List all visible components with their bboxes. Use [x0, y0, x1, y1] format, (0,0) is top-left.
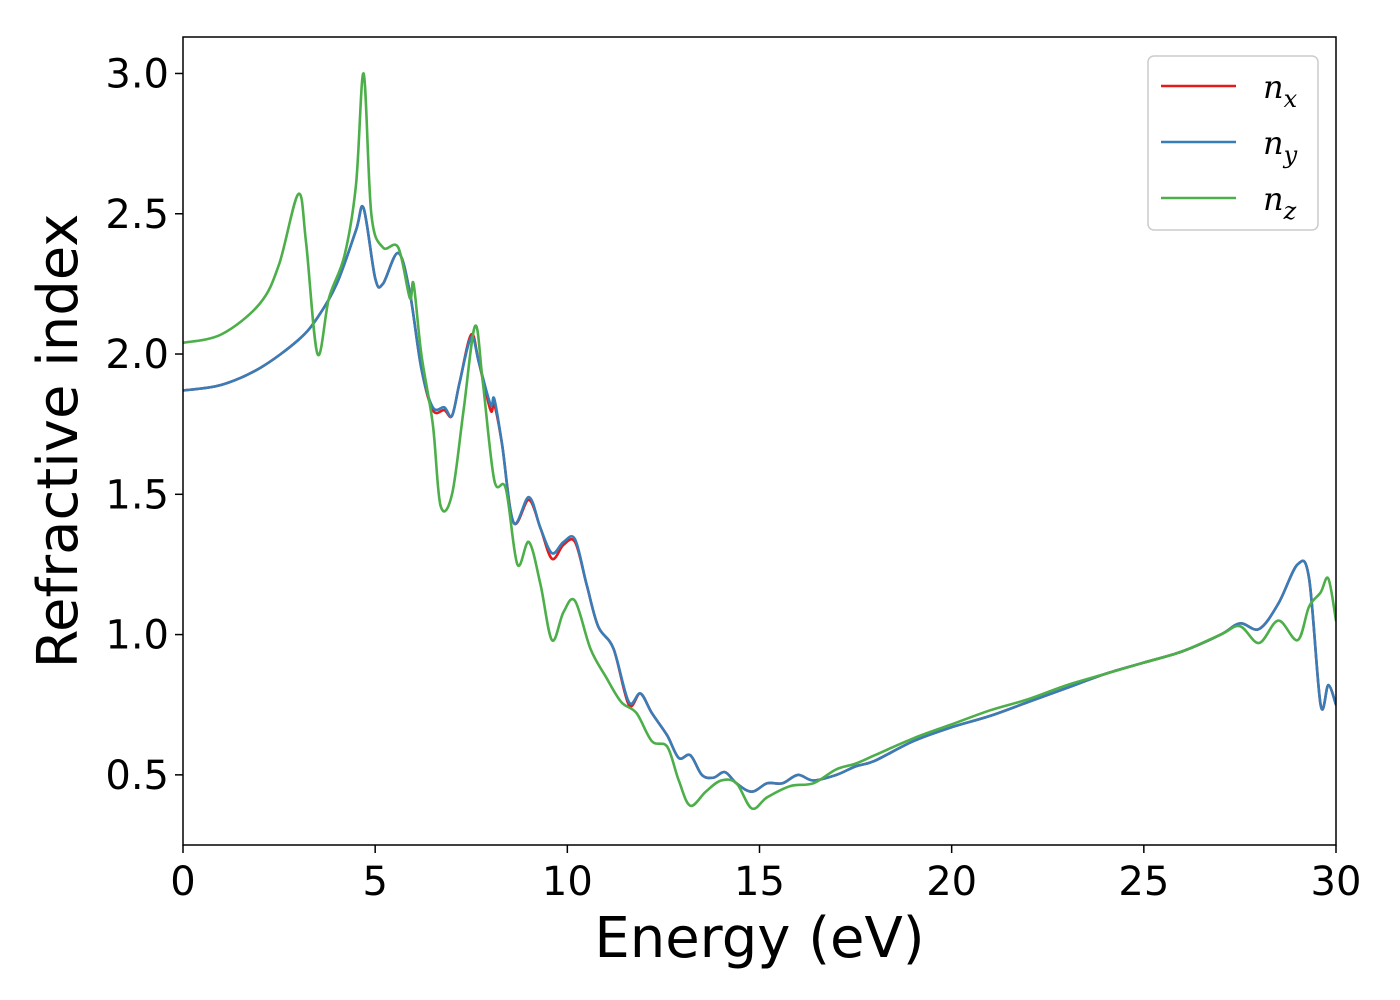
x-tick-label: 5 — [362, 859, 387, 905]
y-tick-label: 1.0 — [105, 613, 169, 659]
legend-label-nz: nz — [1263, 180, 1297, 225]
y-tick-label: 1.5 — [105, 472, 169, 518]
y-tick-label: 2.0 — [105, 332, 169, 378]
x-tick-label: 20 — [926, 859, 977, 905]
legend: nx ny nz — [1147, 55, 1319, 231]
x-tick-label: 15 — [734, 859, 785, 905]
legend-label-ny: ny — [1263, 124, 1298, 169]
x-tick-label: 10 — [542, 859, 593, 905]
series-layer — [183, 72, 1336, 811]
y-axis-ticks: 0.5 1.0 1.5 2.0 2.5 3.0 — [105, 51, 183, 799]
y-axis-title: Refractive index — [26, 214, 91, 669]
y-tick-label: 2.5 — [105, 192, 169, 238]
y-tick-label: 0.5 — [105, 753, 169, 799]
x-axis-title: Energy (eV) — [594, 906, 924, 971]
x-axis-ticks: 0 5 10 15 20 25 30 — [170, 845, 1361, 905]
y-tick-label: 3.0 — [105, 51, 169, 97]
series-line-ny — [183, 204, 1336, 793]
x-tick-label: 30 — [1311, 859, 1362, 905]
series-line-nz — [183, 72, 1336, 811]
series-line-nx — [183, 204, 1336, 793]
x-tick-label: 0 — [170, 859, 195, 905]
x-tick-label: 25 — [1118, 859, 1169, 905]
legend-label-nx: nx — [1263, 68, 1298, 113]
